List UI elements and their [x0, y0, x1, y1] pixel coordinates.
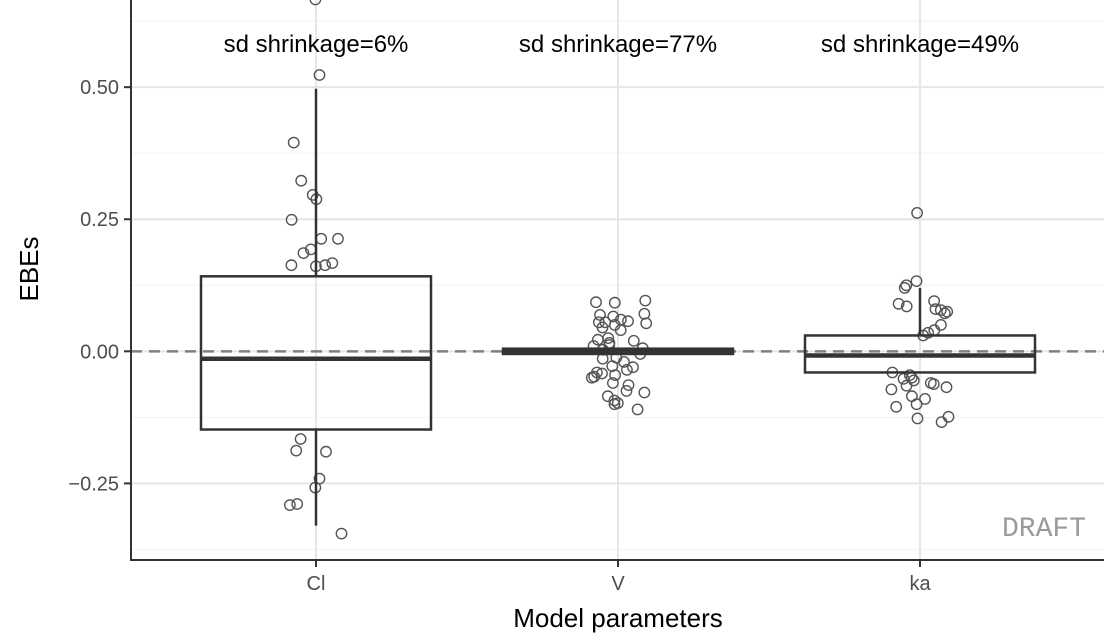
- data-point-Cl: [285, 213, 298, 226]
- y-tick-label: 0.50: [80, 77, 119, 99]
- data-point-V: [596, 321, 609, 334]
- y-tick-label: 0.00: [80, 341, 119, 363]
- shrinkage-annotation-ka: sd shrinkage=49%: [821, 31, 1019, 58]
- data-point-V: [596, 367, 608, 380]
- data-point-V: [620, 384, 633, 397]
- data-point-ka: [927, 378, 940, 390]
- data-point-Cl: [294, 433, 307, 445]
- x-tick-label: ka: [909, 573, 931, 595]
- data-point-ka: [935, 416, 948, 428]
- data-point-Cl: [313, 69, 326, 81]
- data-point-ka: [906, 390, 918, 403]
- data-point-Cl: [287, 136, 300, 149]
- y-axis-title: EBEs: [14, 236, 44, 301]
- data-point-Cl: [290, 444, 303, 457]
- boxplot-V: [501, 347, 735, 356]
- data-point-V: [608, 296, 621, 309]
- data-point-Cl: [283, 499, 296, 511]
- data-point-ka: [928, 295, 940, 307]
- x-tick-label: Cl: [307, 573, 326, 595]
- data-point-ka: [928, 324, 941, 337]
- plot-panel-border: [130, 0, 1104, 561]
- data-point-V: [622, 379, 635, 391]
- data-point-ka: [900, 379, 913, 392]
- shrinkage-annotation-V: sd shrinkage=77%: [519, 31, 717, 58]
- data-point-V: [621, 363, 633, 376]
- data-point-ka: [900, 300, 913, 313]
- data-point-V: [627, 334, 640, 347]
- data-point-Cl: [309, 0, 322, 6]
- data-point-V: [607, 377, 619, 389]
- data-points: [283, 0, 955, 540]
- data-point-V: [592, 333, 604, 346]
- box-iqr: [199, 275, 433, 431]
- draft-watermark: DRAFT: [1002, 514, 1086, 545]
- data-point-V: [639, 294, 652, 307]
- data-point-V: [618, 355, 630, 368]
- data-point-ka: [934, 304, 947, 316]
- data-point-V: [638, 307, 651, 320]
- data-point-Cl: [332, 232, 344, 245]
- data-point-Cl: [320, 445, 332, 458]
- data-point-V: [638, 386, 651, 399]
- boxplots: [199, 88, 1037, 526]
- data-point-ka: [885, 383, 898, 396]
- data-point-ka: [935, 318, 947, 331]
- data-point-V: [608, 394, 621, 407]
- boxplot-Cl: [199, 88, 433, 526]
- grid-lines: [131, 0, 1104, 560]
- data-point-ka: [942, 410, 955, 423]
- data-point-V: [585, 371, 598, 384]
- y-tick-label: −0.25: [68, 473, 119, 495]
- data-point-ka: [919, 392, 931, 405]
- data-point-V: [590, 296, 602, 309]
- data-point-ka: [890, 400, 903, 413]
- data-point-ka: [911, 412, 924, 425]
- data-point-V: [622, 315, 634, 328]
- boxplot-ka: [803, 287, 1037, 374]
- data-point-V: [609, 369, 621, 381]
- data-point-Cl: [295, 174, 308, 187]
- shrinkage-annotations: sd shrinkage=6% sd shrinkage=77% sd shrink…: [224, 31, 1019, 58]
- data-point-V: [607, 310, 620, 323]
- data-point-ka: [911, 206, 923, 219]
- data-point-V: [640, 317, 653, 330]
- data-point-V: [627, 361, 639, 374]
- data-point-ka: [910, 398, 923, 411]
- data-point-ka: [940, 381, 953, 394]
- data-point-Cl: [335, 527, 348, 540]
- data-point-Cl: [291, 498, 304, 510]
- y-tick-label: 0.25: [80, 209, 119, 231]
- y-axis: −0.25 0.00 0.25 0.50: [68, 77, 131, 495]
- data-point-V: [608, 398, 621, 411]
- data-point-Cl: [297, 247, 310, 260]
- data-point-Cl: [315, 232, 328, 245]
- x-tick-label: V: [611, 573, 625, 595]
- data-point-ka: [900, 279, 913, 292]
- data-point-V: [631, 403, 644, 416]
- data-point-ka: [892, 297, 905, 310]
- data-point-ka: [938, 307, 951, 320]
- data-point-Cl: [326, 257, 339, 269]
- data-point-Cl: [319, 259, 331, 272]
- data-point-ka: [910, 275, 923, 287]
- x-axis-title: Model parameters: [513, 603, 723, 633]
- data-point-ka: [941, 305, 954, 318]
- data-point-ka: [898, 281, 911, 294]
- shrinkage-annotation-Cl: sd shrinkage=6%: [224, 31, 409, 58]
- data-point-Cl: [285, 259, 298, 272]
- data-point-V: [614, 324, 627, 337]
